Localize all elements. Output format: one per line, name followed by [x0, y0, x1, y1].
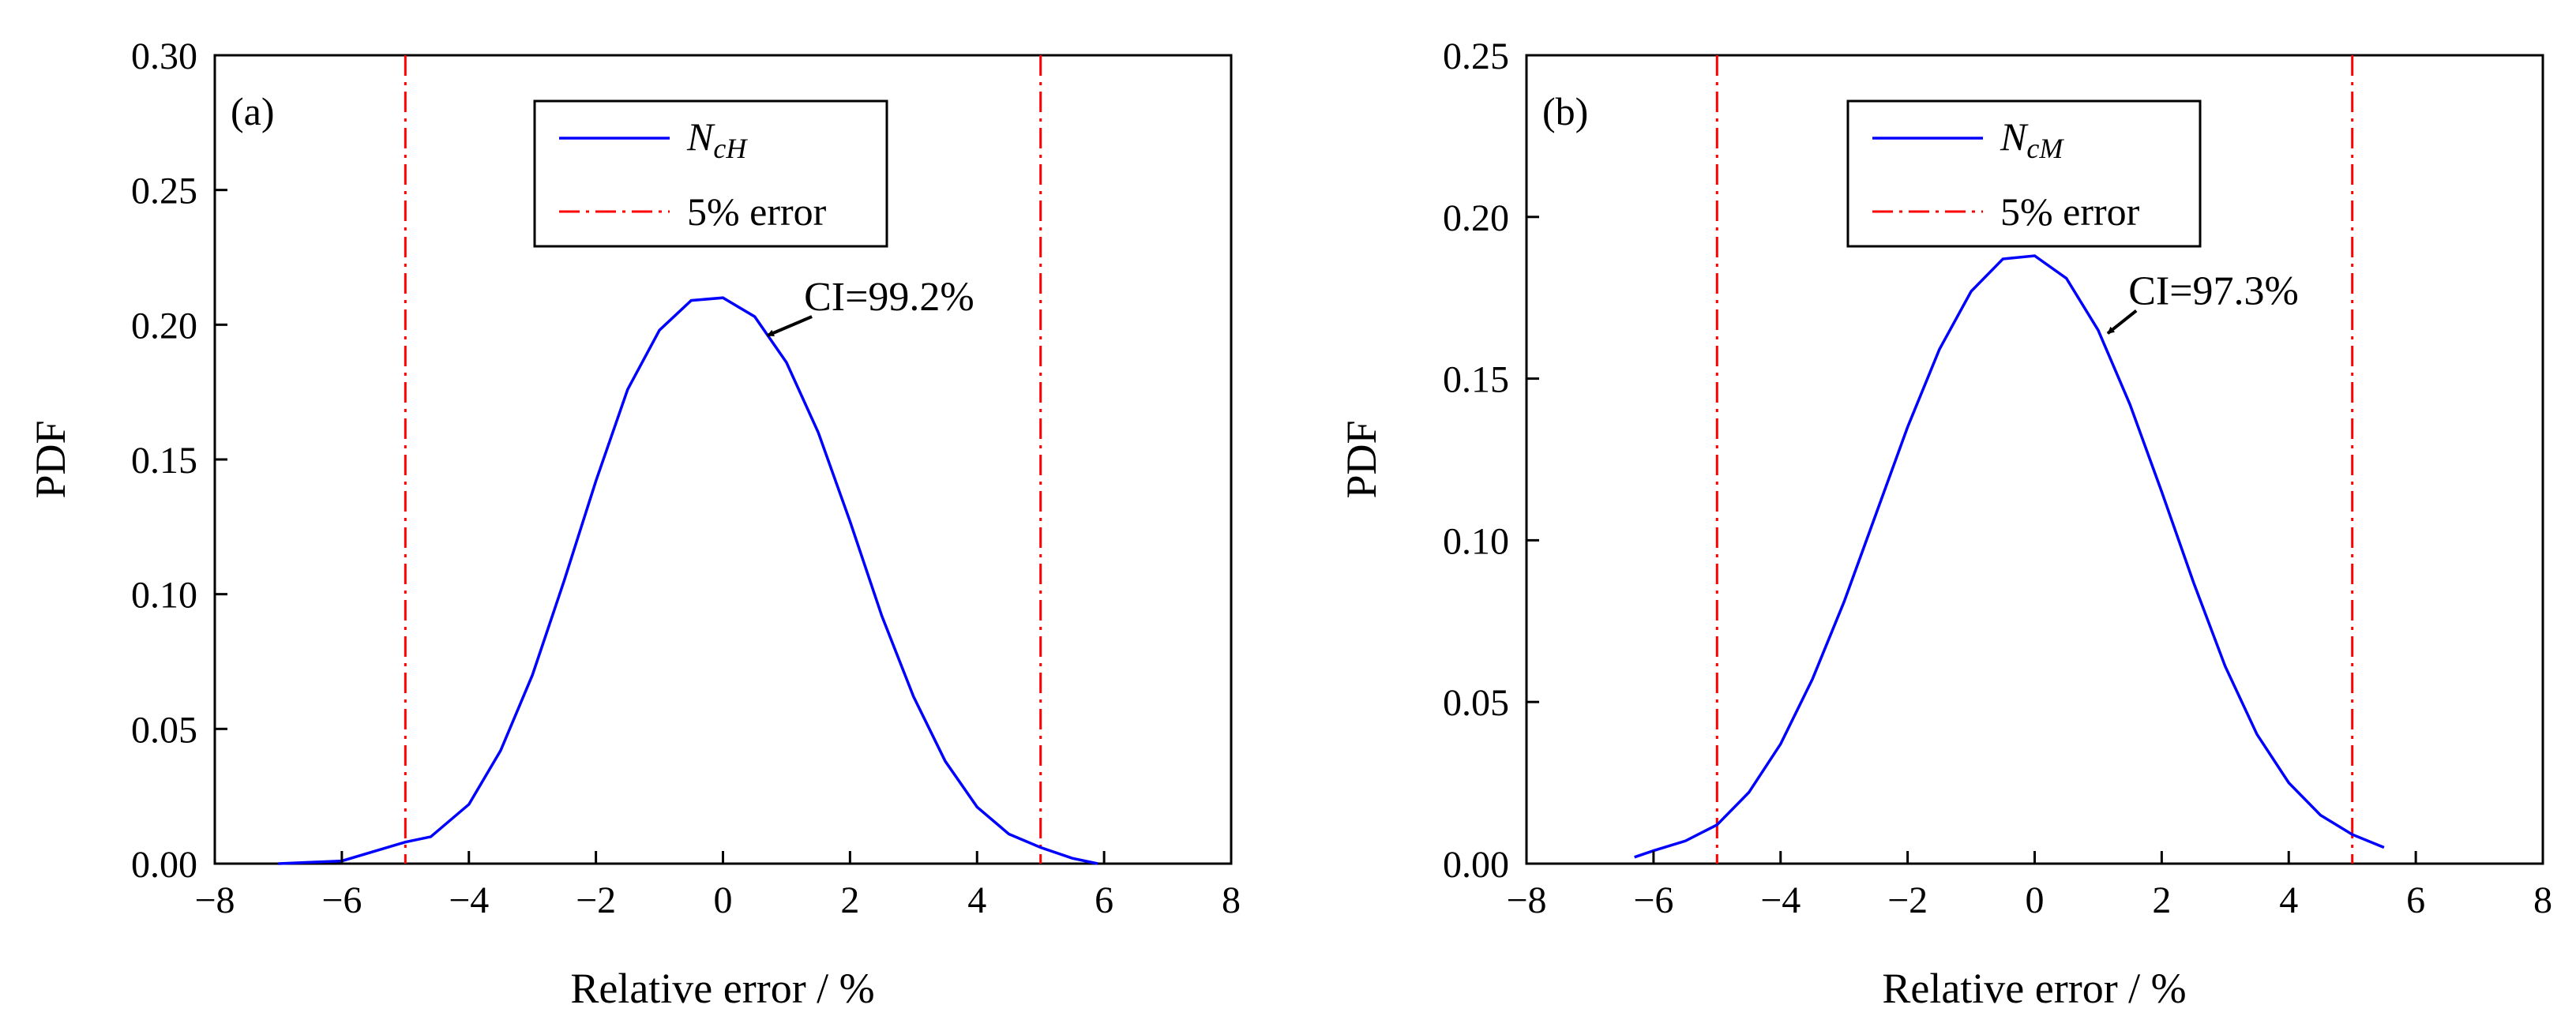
legend-label-main: N [686, 114, 715, 159]
x-tick-label: −2 [576, 879, 616, 921]
x-tick-label: 4 [2279, 879, 2298, 921]
x-tick-label: −2 [1887, 879, 1928, 921]
legend-label-main: N [2000, 114, 2029, 159]
legend: NcH 5% error [533, 99, 888, 248]
x-ticks [213, 851, 1233, 864]
y-axis-title: PDF [27, 420, 74, 498]
ci-annotation: CI=97.3% [2106, 269, 2299, 335]
legend-box [533, 99, 888, 248]
x-tick-label: −6 [321, 879, 362, 921]
panel-label: (b) [1542, 89, 1588, 133]
legend-label-error: 5% error [2000, 189, 2140, 234]
x-axis-title: Relative error / % [570, 965, 874, 1012]
y-ticks [215, 54, 227, 865]
x-tick-label: 8 [2533, 879, 2552, 921]
y-tick-label: 0.20 [131, 305, 197, 347]
reference-lines [404, 55, 1042, 864]
x-ticks [1525, 851, 2544, 864]
reference-lines [1715, 55, 2354, 864]
x-tick-label: 4 [967, 879, 986, 921]
ci-label: CI=99.2% [804, 275, 974, 320]
x-tick-label: 0 [714, 879, 733, 921]
panel-b: −8 −6 −4 −2 0 2 4 6 8 0.00 0.05 0.10 0.1… [1338, 36, 2552, 1012]
legend-label-sub: cM [2026, 133, 2064, 164]
x-tick-label: −8 [1506, 879, 1546, 921]
x-tick-label: −4 [1760, 879, 1801, 921]
y-tick-label: 0.00 [131, 844, 197, 886]
y-tick-labels: 0.00 0.05 0.10 0.15 0.20 0.25 [1443, 36, 1509, 886]
y-tick-labels: 0.00 0.05 0.10 0.15 0.20 0.25 0.30 [131, 36, 197, 886]
x-tick-label: −4 [449, 879, 489, 921]
ci-label: CI=97.3% [2128, 269, 2299, 314]
y-tick-label: 0.05 [1443, 682, 1509, 724]
ci-arrow [766, 315, 813, 337]
ci-annotation: CI=99.2% [766, 275, 974, 337]
panel-a: −8 −6 −4 −2 0 2 4 6 8 0.00 0.05 0.10 0.1… [27, 36, 1241, 1012]
y-ticks [1526, 54, 1539, 865]
x-tick-label: 6 [2406, 879, 2425, 921]
x-tick-labels: −8 −6 −4 −2 0 2 4 6 8 [194, 879, 1241, 921]
y-tick-label: 0.00 [1443, 844, 1509, 886]
y-tick-label: 0.15 [1443, 359, 1509, 401]
x-tick-label: −8 [194, 879, 235, 921]
y-axis-title: PDF [1338, 420, 1385, 498]
x-tick-label: 2 [2152, 879, 2171, 921]
legend-box [1846, 99, 2202, 248]
legend-label-sub: cH [713, 133, 748, 164]
legend-label-curve: NcH [686, 114, 748, 164]
y-tick-label: 0.25 [131, 171, 197, 212]
y-tick-label: 0.20 [1443, 197, 1509, 239]
x-tick-label: −6 [1633, 879, 1673, 921]
legend-label-curve: NcM [2000, 114, 2064, 164]
legend-label-error: 5% error [687, 189, 827, 234]
ci-arrow [2106, 309, 2138, 335]
pdf-curve-ncM [1634, 254, 2385, 859]
x-tick-label: 0 [2026, 879, 2045, 921]
x-tick-label: 8 [1222, 879, 1241, 921]
y-tick-label: 0.30 [131, 36, 197, 77]
legend: NcM 5% error [1846, 99, 2202, 248]
panel-label: (a) [231, 89, 275, 133]
y-tick-label: 0.05 [131, 709, 197, 751]
x-tick-labels: −8 −6 −4 −2 0 2 4 6 8 [1506, 879, 2552, 921]
y-tick-label: 0.10 [1443, 520, 1509, 562]
y-tick-label: 0.25 [1443, 36, 1509, 77]
y-tick-label: 0.15 [131, 440, 197, 482]
pdf-curve-ncH [278, 296, 1098, 865]
x-tick-label: 6 [1095, 879, 1113, 921]
x-tick-label: 2 [840, 879, 859, 921]
y-tick-label: 0.10 [131, 575, 197, 617]
x-axis-title: Relative error / % [1882, 965, 2186, 1012]
